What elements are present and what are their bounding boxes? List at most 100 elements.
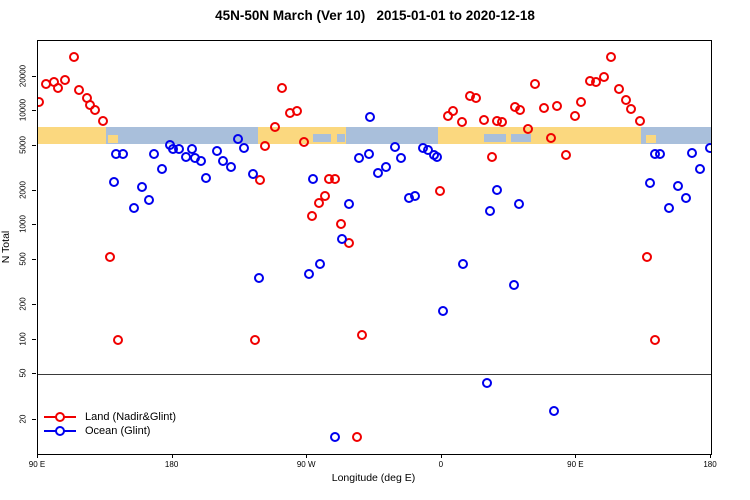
data-point-ocean — [157, 163, 167, 174]
data-point-land — [598, 71, 609, 82]
data-point-ocean — [253, 272, 264, 283]
data-point-ocean — [509, 280, 520, 291]
data-point-ocean — [491, 185, 502, 195]
y-tick-label: 1000 — [18, 215, 28, 234]
x-tick-label: 180 — [703, 460, 717, 469]
data-point-ocean — [336, 234, 347, 244]
data-point-land — [575, 97, 586, 108]
data-point-land — [605, 51, 616, 62]
data-point-land — [269, 121, 280, 132]
data-point-land — [641, 251, 652, 262]
data-point-land — [90, 104, 101, 115]
data-point-ocean — [232, 134, 243, 144]
data-point-ocean — [211, 145, 222, 156]
data-point-ocean — [372, 168, 383, 178]
y-tick — [32, 110, 36, 112]
data-point-land — [456, 116, 467, 127]
data-point-ocean — [672, 181, 683, 192]
data-point-ocean — [390, 141, 400, 152]
x-tick-label: 90 W — [296, 460, 316, 469]
map-band-land-islet — [645, 134, 656, 144]
data-point-ocean — [645, 177, 656, 188]
y-tick — [32, 373, 36, 375]
data-point-land — [479, 115, 490, 126]
data-point-ocean — [201, 173, 211, 184]
data-point-ocean — [196, 156, 206, 167]
y-tick — [32, 304, 36, 306]
data-point-ocean — [380, 162, 391, 173]
data-point-ocean — [437, 305, 448, 316]
y-tick-label: 50 — [18, 368, 28, 378]
data-point-ocean — [458, 258, 469, 269]
data-point-ocean — [314, 258, 325, 269]
y-tick-label: 20000 — [18, 64, 28, 87]
data-point-land — [649, 334, 660, 345]
data-point-land — [496, 116, 507, 127]
data-point-ocean — [303, 269, 314, 280]
data-point-land — [613, 84, 624, 95]
data-point-ocean — [118, 148, 129, 159]
y-tick — [32, 190, 36, 191]
data-point-land — [569, 110, 580, 121]
data-point-land — [260, 140, 271, 151]
data-point-land — [112, 334, 123, 345]
data-point-ocean — [705, 142, 711, 153]
data-point-ocean — [343, 199, 354, 210]
map-band-land-islet — [108, 134, 118, 144]
data-point-land — [52, 82, 63, 93]
data-point-land — [335, 218, 346, 229]
data-point-land — [486, 151, 497, 162]
data-point-land — [522, 123, 533, 134]
data-point-ocean — [247, 168, 258, 179]
data-point-land — [621, 95, 632, 106]
x-tick — [710, 454, 711, 458]
data-point-land — [68, 51, 79, 62]
y-tick — [32, 144, 36, 146]
data-point-land — [634, 115, 645, 126]
legend-label-land: Land (Nadir&Glint) — [85, 411, 177, 423]
map-band-land — [437, 127, 641, 144]
data-point-ocean — [396, 153, 406, 164]
data-point-land — [344, 238, 355, 249]
data-point-land — [356, 330, 367, 340]
data-point-land — [73, 84, 84, 95]
data-point-ocean — [149, 148, 160, 159]
x-tick — [575, 454, 577, 458]
data-point-land — [60, 74, 71, 85]
data-point-land — [626, 104, 637, 115]
y-tick — [32, 258, 36, 260]
x-tick — [440, 454, 442, 458]
legend-key-land — [44, 412, 76, 422]
chart-title: 45N-50N March (Ver 10) 2015-01-01 to 202… — [215, 8, 535, 23]
y-tick — [32, 75, 36, 77]
map-band-land — [38, 127, 106, 144]
legend-label-ocean: Ocean (Glint) — [85, 425, 151, 437]
data-point-land — [546, 133, 557, 144]
data-point-land — [448, 105, 459, 116]
x-tick-label: 90 E — [567, 460, 584, 469]
map-band-ocean-islet — [337, 133, 345, 142]
y-tick-label: 20 — [18, 414, 28, 424]
data-point-ocean — [173, 144, 184, 155]
data-point-ocean — [129, 202, 140, 213]
legend-key-ocean — [44, 426, 76, 436]
data-point-land — [299, 136, 310, 147]
x-tick — [37, 454, 38, 458]
data-point-ocean — [136, 181, 147, 192]
data-point-land — [551, 100, 562, 111]
data-point-ocean — [514, 198, 525, 209]
data-point-land — [104, 251, 115, 262]
data-point-land — [38, 96, 44, 107]
data-point-ocean — [108, 176, 119, 187]
data-point-ocean — [217, 156, 228, 167]
data-point-land — [514, 105, 525, 116]
x-tick — [306, 454, 308, 458]
data-point-land — [250, 334, 261, 345]
reference-line-50 — [38, 374, 711, 376]
y-tick-label: 10000 — [18, 98, 28, 122]
y-tick-label: 500 — [18, 252, 28, 266]
data-point-ocean — [330, 432, 341, 443]
plot-area: Land (Nadir&Glint) Ocean (Glint) — [37, 40, 712, 455]
legend-ocean-circle-icon — [55, 426, 65, 436]
